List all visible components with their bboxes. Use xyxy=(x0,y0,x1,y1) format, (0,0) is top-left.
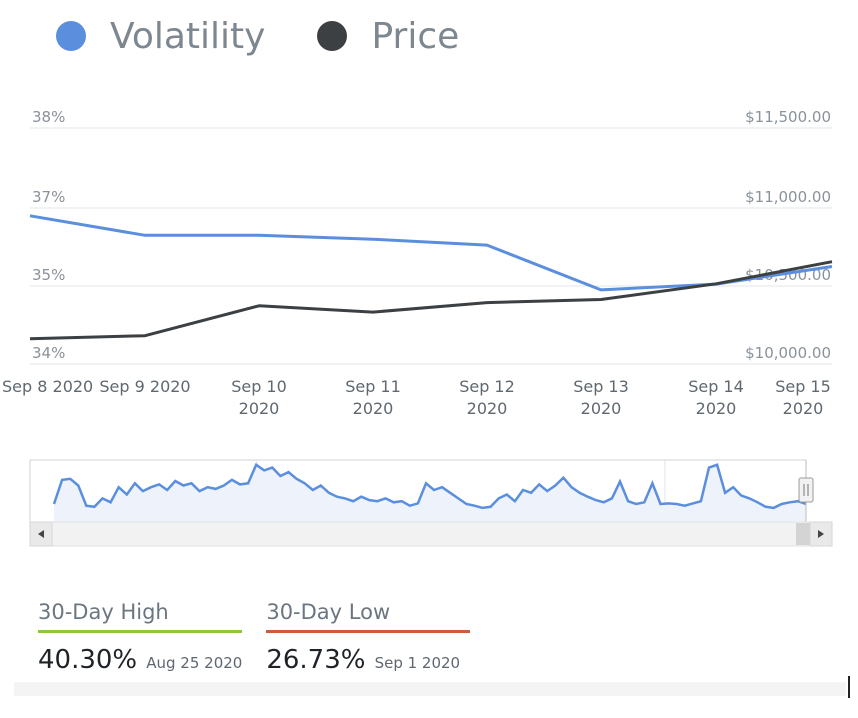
series-line-volatility xyxy=(29,214,833,292)
stat-date-low: Sep 1 2020 xyxy=(374,654,461,672)
y-right-tick-label: $10,000.00 xyxy=(745,344,831,362)
stat-30-day-high: 30-Day High 40.30% Aug 25 2020 xyxy=(38,600,242,675)
x-tick-line: Sep 11 xyxy=(345,377,401,396)
x-tick-label: Sep 8 2020 xyxy=(2,377,93,396)
y-left-tick-label: 34% xyxy=(32,344,65,362)
navigator-area xyxy=(54,464,806,522)
x-tick-line: 2020 xyxy=(696,399,737,418)
x-tick-line: Sep 8 2020 xyxy=(2,377,93,396)
stat-date-high: Aug 25 2020 xyxy=(146,654,243,672)
arrow-left-icon xyxy=(38,530,44,538)
navigator-series-line xyxy=(52,462,807,510)
navigator-scrollbar-track xyxy=(29,521,833,547)
scroll-thumb[interactable] xyxy=(796,523,810,545)
x-tick-label: Sep 14 2020 xyxy=(688,377,744,418)
y-left-tick-label: 38% xyxy=(32,108,65,126)
x-tick-line: 2020 xyxy=(353,399,394,418)
stat-30-day-low: 30-Day Low 26.73% Sep 1 2020 xyxy=(266,600,471,675)
x-tick-label: Sep 15 2020 xyxy=(775,377,831,418)
navigator-handle[interactable] xyxy=(798,477,814,503)
series-line-price xyxy=(29,260,833,341)
x-tick-line: 2020 xyxy=(239,399,280,418)
x-tick-line: Sep 9 2020 xyxy=(99,377,190,396)
x-tick-line: 2020 xyxy=(467,399,508,418)
navigator[interactable]: 20182020 xyxy=(0,450,858,550)
x-tick-label: Sep 11 2020 xyxy=(345,377,401,418)
x-tick-line: Sep 15 xyxy=(775,377,831,396)
arrow-right-icon xyxy=(818,530,824,538)
y-right-tick-label: $11,000.00 xyxy=(745,188,831,206)
x-tick-label: Sep 10 2020 xyxy=(231,377,287,418)
y-right-tick-label: $11,500.00 xyxy=(745,108,831,126)
y-left-tick-label: 37% xyxy=(32,188,65,206)
legend-dot-volatility xyxy=(56,21,86,51)
chart-legend: Volatility Price xyxy=(56,10,511,62)
x-tick-line: Sep 13 xyxy=(573,377,629,396)
legend-dot-price xyxy=(317,21,348,51)
stat-title-high: 30-Day High xyxy=(38,600,242,633)
y-left-tick-label: 35% xyxy=(32,266,65,284)
legend-label-volatility: Volatility xyxy=(110,15,266,57)
legend-label-price: Price xyxy=(371,15,460,57)
legend-item-volatility[interactable]: Volatility xyxy=(56,16,265,57)
x-tick-label: Sep 13 2020 xyxy=(573,377,629,418)
x-tick-label: Sep 12 2020 xyxy=(459,377,515,418)
x-tick-line: Sep 14 xyxy=(688,377,744,396)
legend-item-price[interactable]: Price xyxy=(317,16,459,57)
stats-panel: 30-Day High 40.30% Aug 25 2020 30-Day Lo… xyxy=(38,600,494,675)
stat-value-high: 40.30% xyxy=(38,645,138,675)
x-tick-line: Sep 10 xyxy=(231,377,287,396)
stat-value-low: 26.73% xyxy=(266,645,366,675)
x-tick-line: 2020 xyxy=(783,399,824,418)
x-tick-label: Sep 9 2020 xyxy=(99,377,190,396)
text-cursor xyxy=(848,676,850,698)
bottom-strip xyxy=(14,682,846,696)
x-tick-line: 2020 xyxy=(581,399,622,418)
stat-title-low: 30-Day Low xyxy=(266,600,471,633)
x-tick-line: Sep 12 xyxy=(459,377,515,396)
